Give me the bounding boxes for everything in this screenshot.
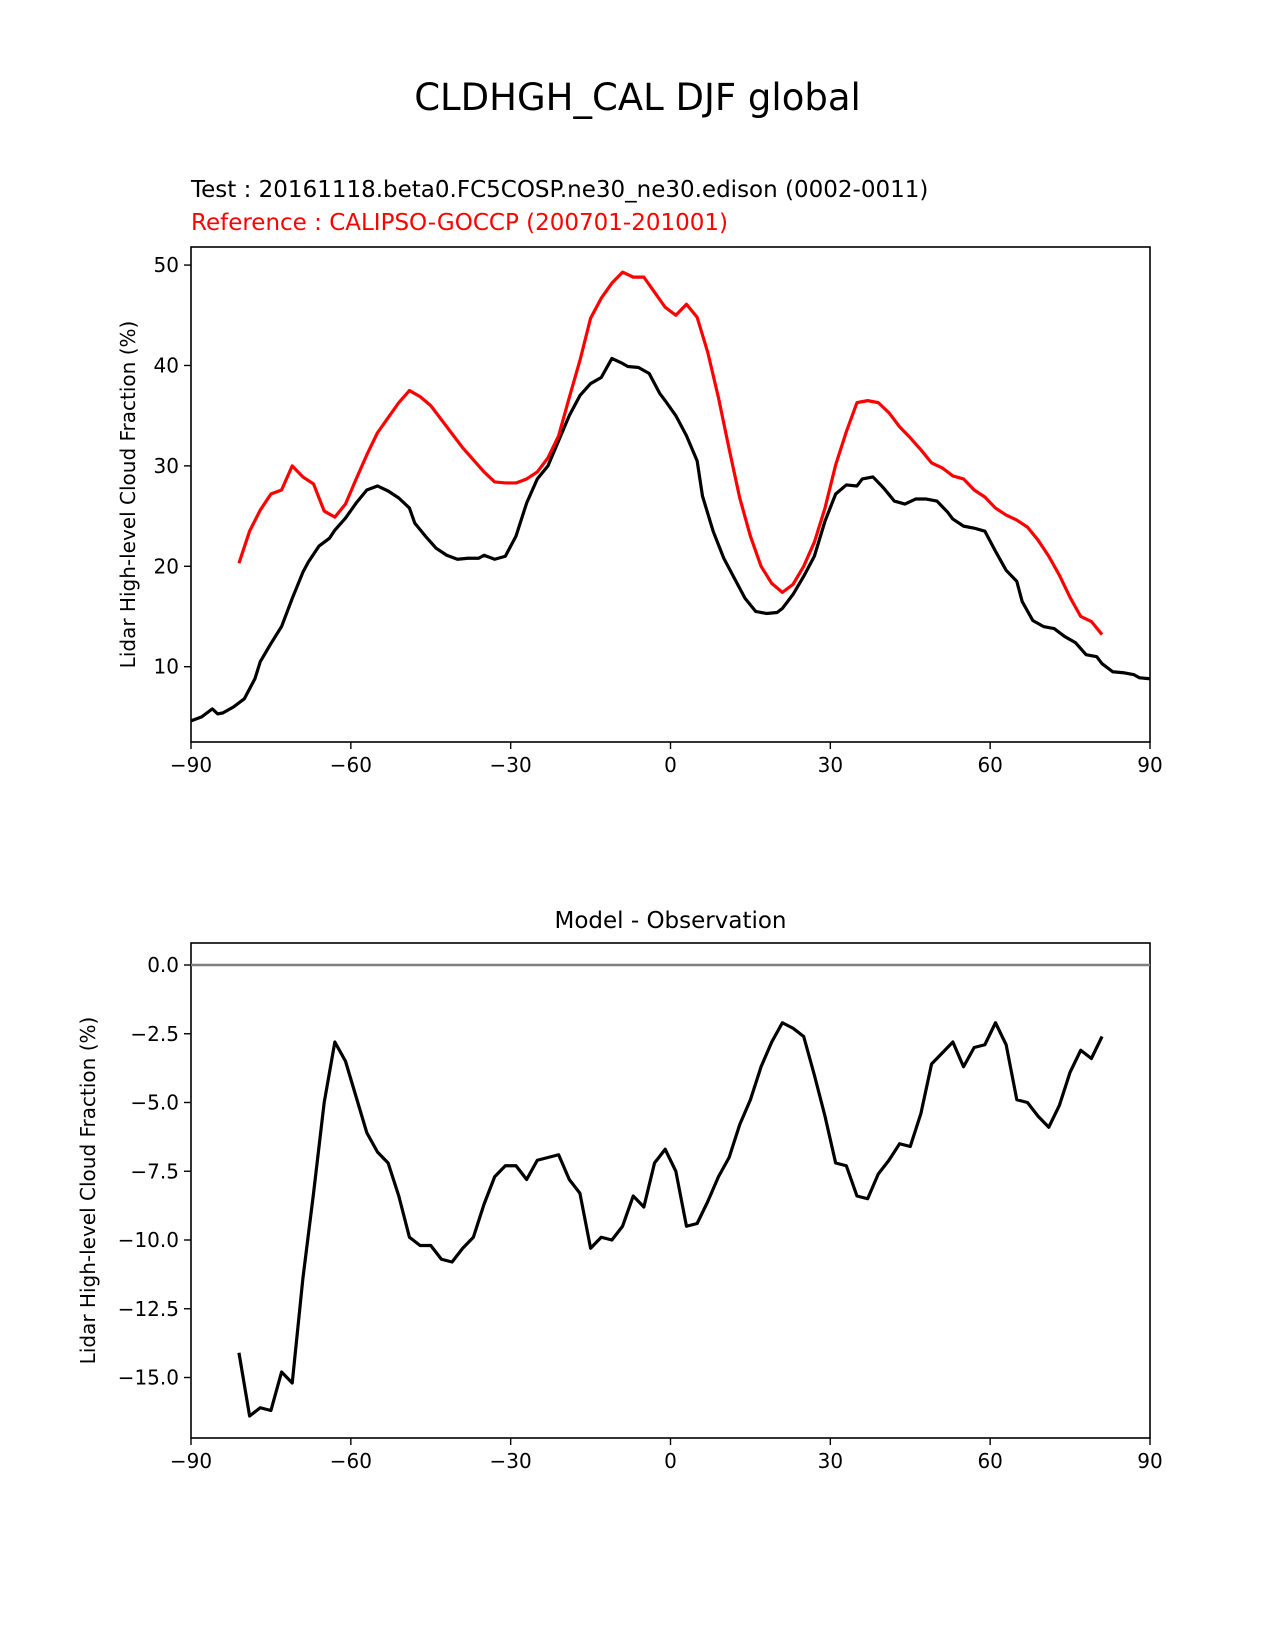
bottom-ytick-label: −12.5 (118, 1297, 179, 1321)
top-xtick-label: 30 (818, 753, 843, 777)
top-ytick-label: 20 (154, 554, 179, 578)
top-ytick-label: 50 (154, 253, 179, 277)
bottom-xtick-label: 0 (664, 1449, 677, 1473)
test-label: Test : 20161118.beta0.FC5COSP.ne30_ne30.… (190, 177, 928, 203)
figure-title: CLDHGH_CAL DJF global (414, 76, 861, 119)
bottom-series-model-observation (237, 1021, 1104, 1418)
top-xtick-label: −30 (490, 753, 532, 777)
reference-label: Reference : CALIPSO-GOCCP (200701-201001… (191, 210, 728, 236)
bottom-plot: Model - Observation −90 −60 −30 0 30 60 900.0−… (76, 908, 1163, 1473)
bottom-xtick-label: −60 (330, 1449, 372, 1473)
top-plot-ticks: −90 −60 −30 0 30 60 90 10 20 30 40 50 (154, 253, 1163, 777)
bottom-ytick-label: −5.0 (130, 1091, 179, 1115)
top-ytick-label: 40 (154, 353, 179, 377)
bottom-xtick-label: −30 (490, 1449, 532, 1473)
bottom-ytick-label: −2.5 (130, 1022, 179, 1046)
bottom-plot-ticks: −90 −60 −30 0 30 60 90 0.0 −2.5 −5.0 −7.5 −10.0 −12.… (118, 953, 1163, 1473)
bottom-ytick-label: 0.0 (147, 953, 179, 977)
top-plot-lines (190, 270, 1151, 723)
top-ytick-label: 30 (154, 454, 179, 478)
bottom-plot-title: Model - Observation (554, 908, 786, 934)
top-series-reference (237, 270, 1104, 636)
top-xtick-label: −60 (330, 753, 372, 777)
bottom-ytick-label: −7.5 (130, 1159, 179, 1183)
bottom-xtick-label: 90 (1137, 1449, 1162, 1473)
bottom-ytick-label: −15.0 (118, 1366, 179, 1390)
top-plot: −90 −60 −30 0 30 60 90 10 20 30 40 50 Lidar High-le… (116, 246, 1163, 777)
bottom-xtick-label: −90 (170, 1449, 212, 1473)
bottom-plot-ylabel: Lidar High-level Cloud Fraction (%) (76, 1017, 100, 1365)
top-ytick-label: 10 (154, 655, 179, 679)
bottom-plot-lines (191, 963, 1150, 1418)
top-xtick-label: 60 (977, 753, 1002, 777)
bottom-xtick-label: 30 (818, 1449, 843, 1473)
top-xtick-label: 90 (1137, 753, 1162, 777)
bottom-xtick-label: 60 (977, 1449, 1002, 1473)
top-xtick-label: −90 (170, 753, 212, 777)
top-xtick-label: 0 (664, 753, 677, 777)
top-plot-ylabel: Lidar High-level Cloud Fraction (%) (116, 321, 140, 669)
top-series-test (190, 356, 1151, 723)
bottom-ytick-label: −10.0 (118, 1228, 179, 1252)
